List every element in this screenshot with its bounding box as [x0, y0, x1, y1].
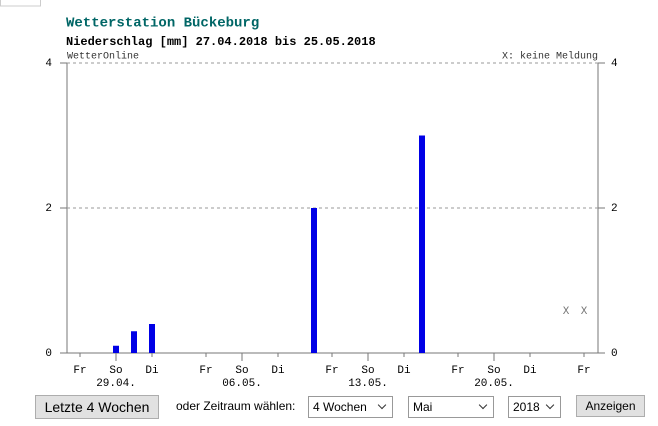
- x-date-label: 06.05.: [222, 378, 262, 390]
- x-tick-label: So: [109, 365, 122, 377]
- x-tick-label: Fr: [325, 365, 338, 377]
- recent-button[interactable]: Letzte 4 Wochen: [35, 395, 159, 419]
- show-button[interactable]: Anzeigen: [576, 395, 645, 417]
- y-tick-label: 4: [45, 58, 52, 70]
- x-tick-label: So: [361, 365, 374, 377]
- y-tick-label-right: 4: [611, 58, 618, 70]
- bar: [311, 208, 317, 353]
- x-tick-label: So: [487, 365, 500, 377]
- x-tick-label: Fr: [451, 365, 464, 377]
- x-tick-label: Di: [145, 365, 159, 377]
- year-select[interactable]: 2018: [508, 396, 561, 418]
- x-tick-label: Di: [397, 365, 411, 377]
- x-tick-label: Fr: [73, 365, 86, 377]
- range-select[interactable]: 4 Wochen: [308, 396, 393, 418]
- chart-title: Wetterstation Bückeburg: [66, 16, 259, 32]
- x-tick-label: So: [235, 365, 248, 377]
- x-tick-label: Fr: [577, 365, 590, 377]
- x-date-label: 29.04.: [96, 378, 136, 390]
- source-label: WetterOnline: [67, 51, 139, 63]
- x-tick-label: Fr: [199, 365, 212, 377]
- y-tick-label: 0: [45, 348, 52, 360]
- x-date-label: 13.05.: [348, 378, 388, 390]
- bar: [113, 345, 119, 353]
- y-tick-label-right: 0: [611, 348, 618, 360]
- missing-marker: X: [563, 306, 570, 318]
- chart-subtitle: Niederschlag [mm] 27.04.2018 bis 25.05.2…: [66, 35, 376, 49]
- y-tick-label: 2: [45, 203, 52, 215]
- x-tick-label: Di: [523, 365, 537, 377]
- month-select[interactable]: Mai: [408, 396, 494, 418]
- legend-note: X: keine Meldung: [502, 51, 598, 63]
- chart: Wetterstation Bückeburg Niederschlag [mm…: [0, 0, 618, 390]
- bar: [131, 331, 137, 353]
- bar: [419, 135, 425, 353]
- y-tick-label-right: 2: [611, 203, 618, 215]
- missing-marker: X: [581, 306, 588, 318]
- period-label: oder Zeitraum wählen:: [176, 399, 296, 413]
- x-tick-label: Di: [271, 365, 285, 377]
- bar: [149, 324, 155, 353]
- x-date-label: 20.05.: [474, 378, 514, 390]
- tab-frame: [0, 0, 41, 7]
